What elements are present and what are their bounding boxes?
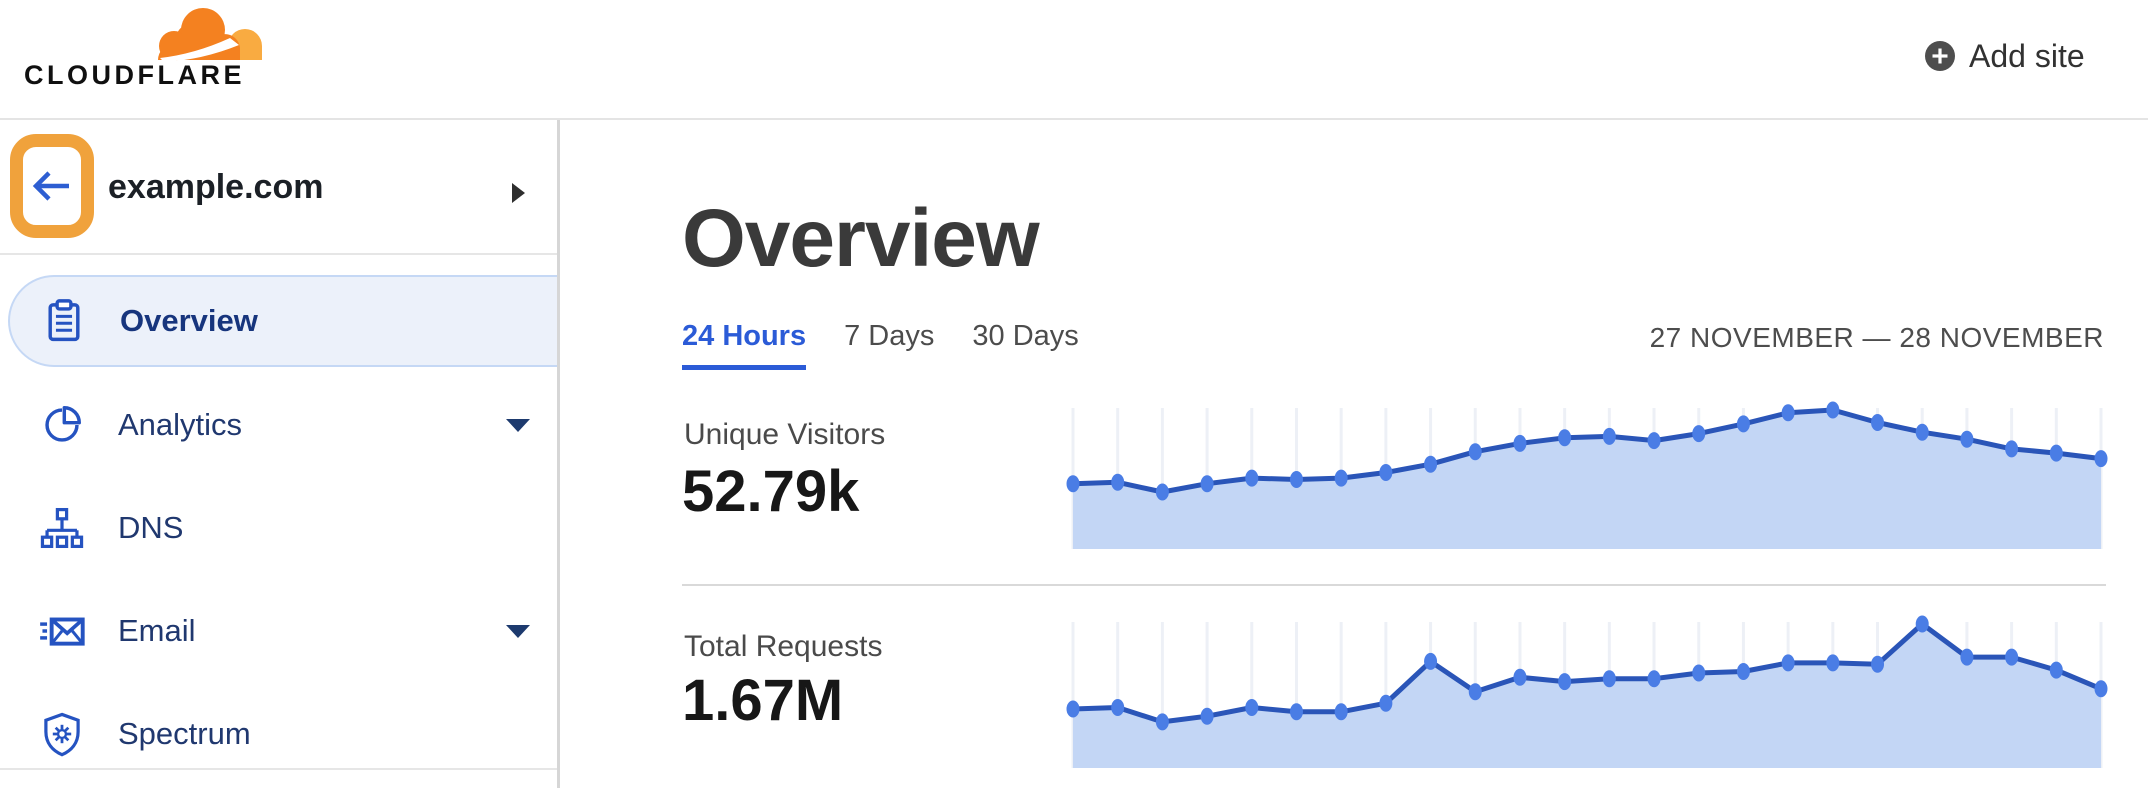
add-site-button[interactable]: Add site [1924, 36, 2085, 76]
chart-points [1066, 615, 2108, 731]
chevron-right-icon[interactable] [512, 183, 525, 203]
total-requests-chart[interactable] [1066, 608, 2108, 780]
cloudflare-logo-icon [158, 8, 262, 62]
cloudflare-wordmark: CLOUDFLARE [24, 60, 245, 90]
divider [0, 768, 557, 770]
sidebar-item-label: Email [118, 613, 196, 648]
sidebar-item-label: Overview [120, 303, 258, 338]
page-title: Overview [682, 193, 1040, 284]
plus-circle-icon [1925, 41, 1955, 71]
back-arrow-icon [32, 171, 69, 201]
divider [682, 584, 2106, 586]
tab-30-days[interactable]: 30 Days [972, 320, 1079, 352]
chart-area [1073, 624, 2101, 768]
date-range-label: 27 NOVEMBER — 28 NOVEMBER [1649, 322, 2104, 353]
time-range-tabs: 24 Hours 7 Days 30 Days [682, 320, 1079, 370]
divider [0, 253, 557, 255]
dns-tree-icon [36, 502, 88, 554]
main-content: Overview 24 Hours 7 Days 30 Days 27 NOVEMB… [560, 120, 2148, 788]
stat-label-unique-visitors: Unique Visitors [684, 418, 886, 451]
email-icon [36, 605, 88, 657]
chevron-down-icon[interactable] [506, 624, 530, 638]
stat-value-total-requests: 1.67M [682, 668, 844, 733]
chart-line [1072, 407, 2102, 495]
sidebar-item-label: Spectrum [118, 716, 251, 751]
chevron-down-icon[interactable] [506, 418, 530, 432]
sidebar-item-email[interactable]: Email [8, 585, 557, 677]
unique-visitors-chart[interactable] [1066, 392, 2108, 564]
stat-label-total-requests: Total Requests [684, 630, 883, 663]
top-header: CLOUDFLARE Add site [0, 0, 2148, 120]
stat-value-unique-visitors: 52.79k [682, 459, 860, 524]
sidebar-item-label: Analytics [118, 407, 243, 442]
sidebar-item-overview[interactable]: Overview [8, 275, 557, 367]
back-button[interactable] [10, 134, 94, 238]
chart-area [1073, 410, 2101, 549]
tab-24-hours[interactable]: 24 Hours [682, 320, 807, 370]
chart-points [1066, 401, 2108, 501]
sidebar-item-spectrum[interactable]: Spectrum [8, 688, 557, 780]
spectrum-shield-icon [36, 708, 88, 760]
sidebar-item-label: DNS [118, 510, 184, 545]
clipboard-icon [38, 295, 90, 347]
add-site-label: Add site [1969, 37, 2085, 74]
sidebar-item-analytics[interactable]: Analytics [8, 379, 557, 471]
tab-7-days[interactable]: 7 Days [844, 320, 935, 352]
chart-line [1072, 621, 2102, 725]
site-name: example.com [108, 168, 324, 206]
sidebar-item-dns[interactable]: DNS [8, 482, 557, 574]
sidebar: example.com Overview Analytics DNS Email [0, 120, 560, 788]
sidebar-nav: Overview Analytics DNS Email Spectrum [0, 120, 557, 788]
pie-chart-icon [36, 399, 88, 451]
